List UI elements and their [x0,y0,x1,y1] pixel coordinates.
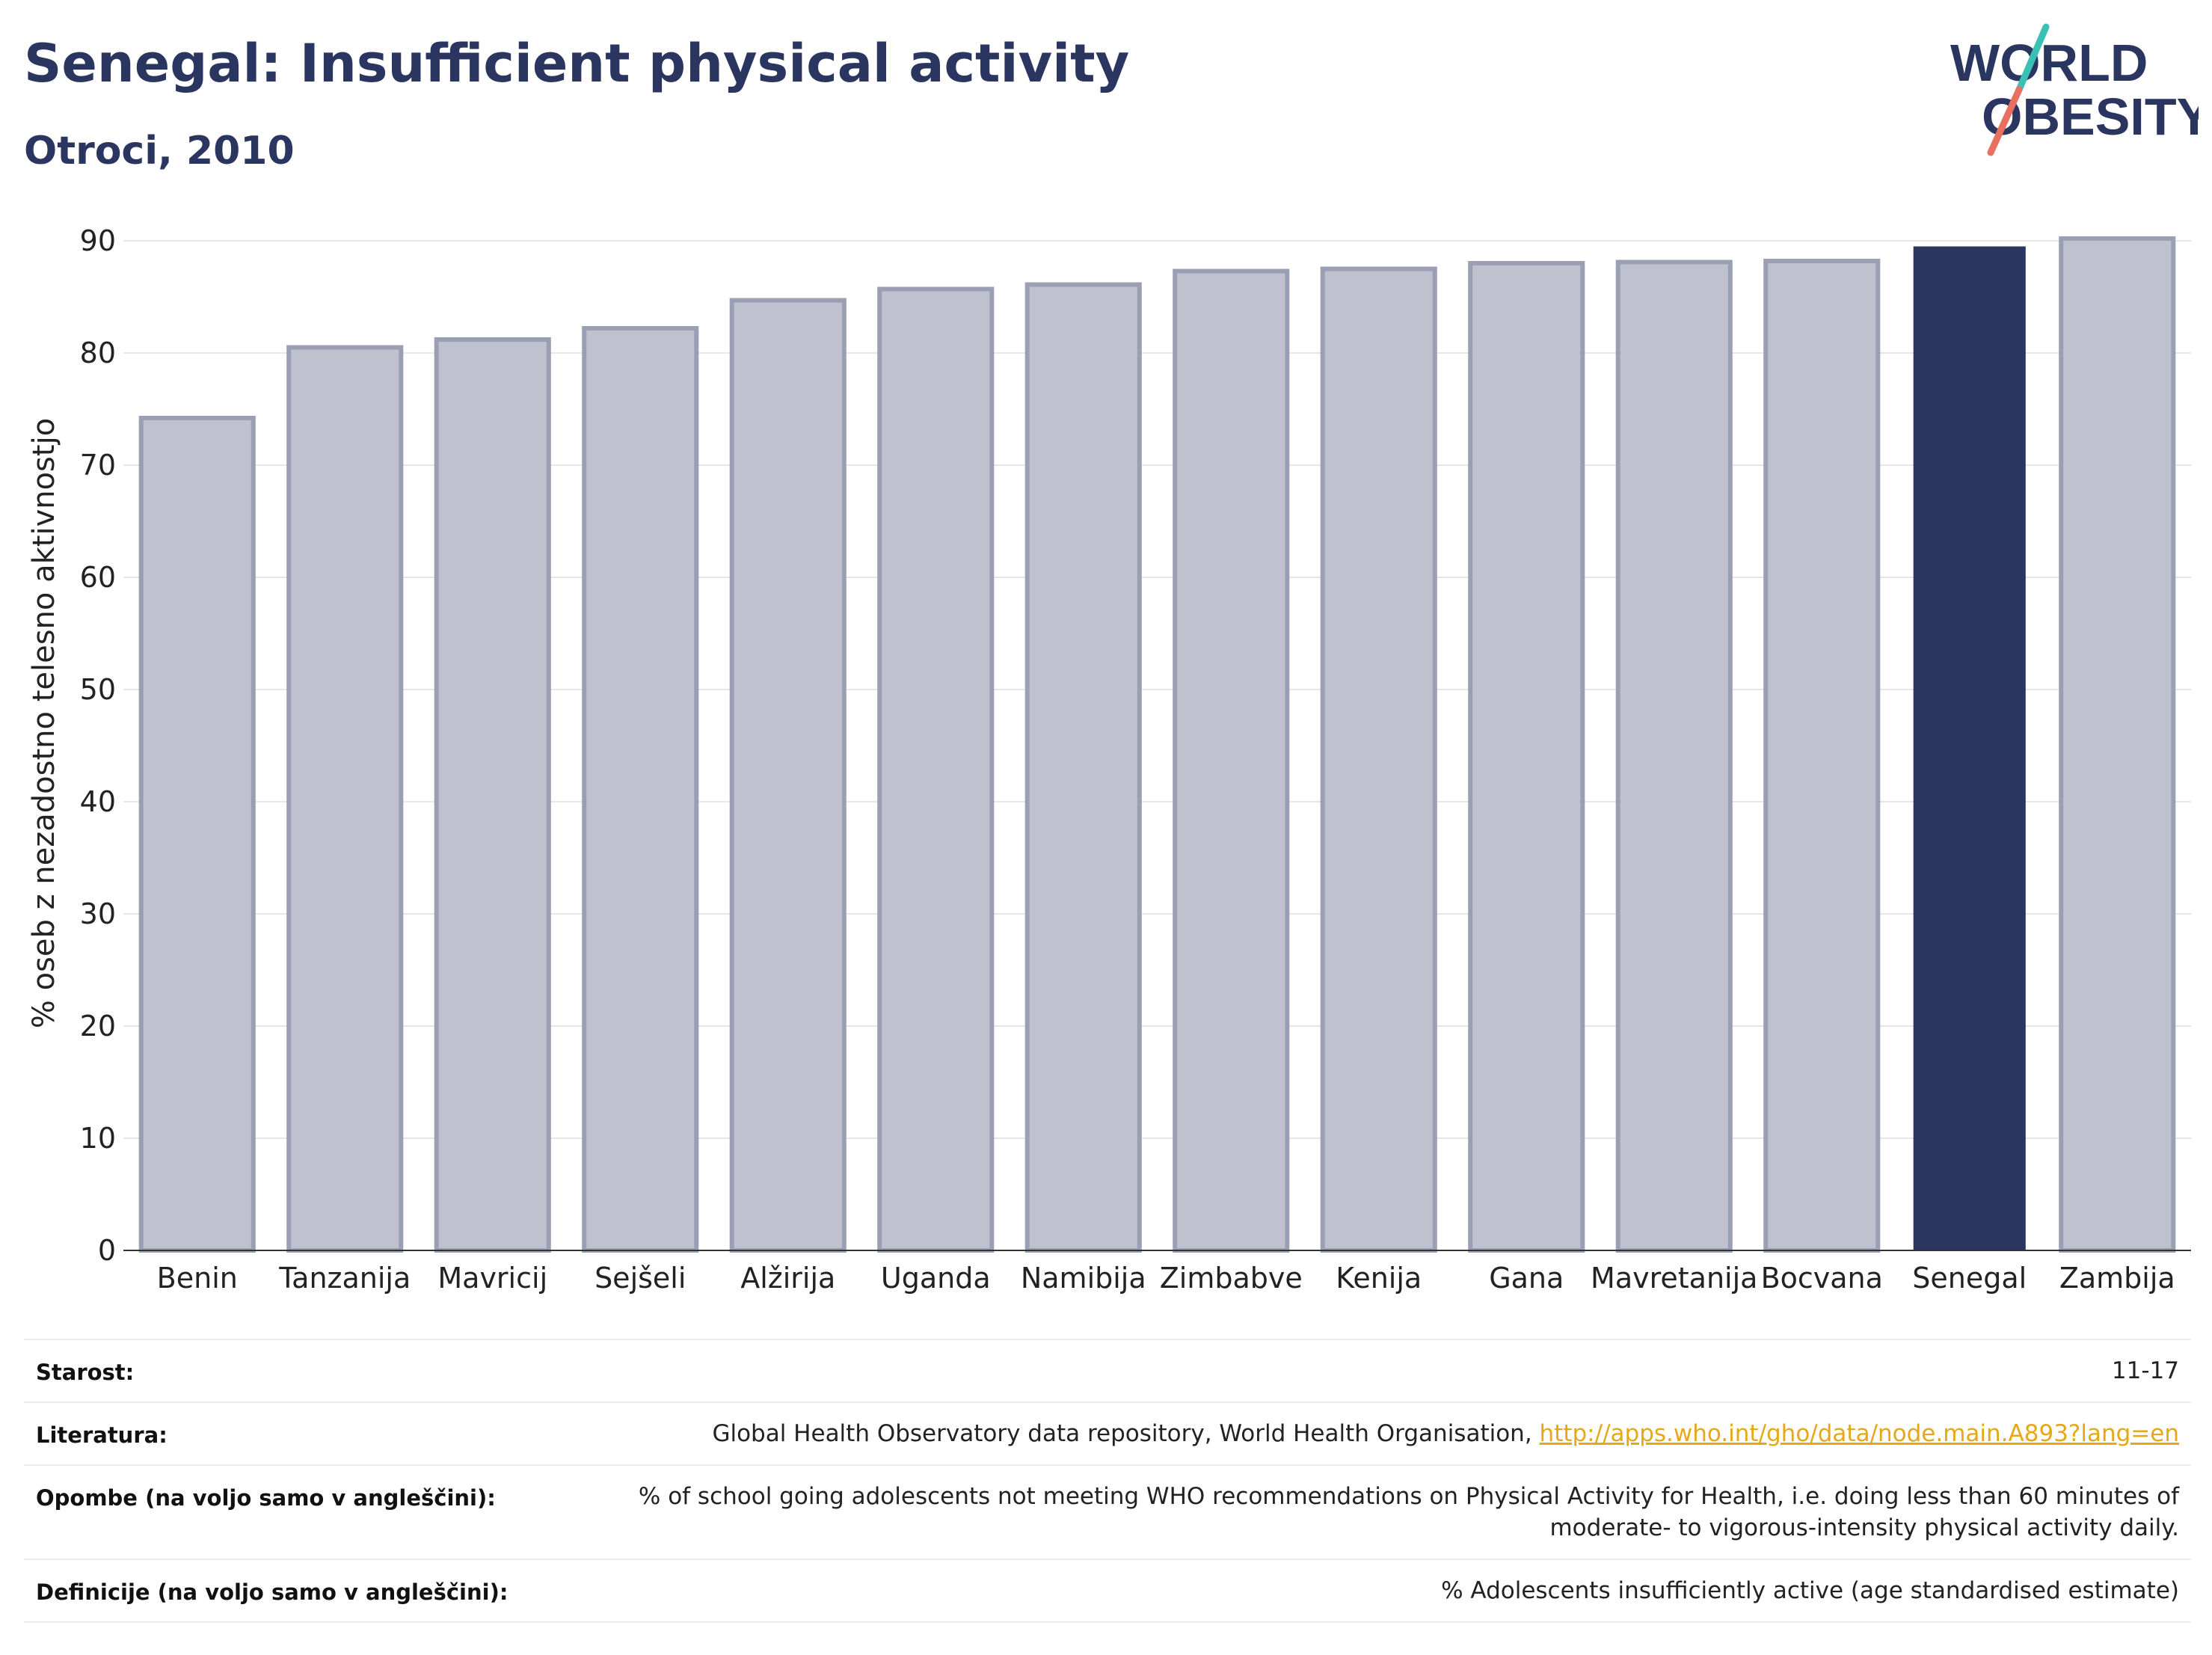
page-title: Senegal: Insufficient physical activity [24,33,1130,94]
info-value-notes: % of school going adolescents not meetin… [639,1481,2179,1544]
x-tick-label: Zimbabve [1160,1262,1303,1295]
page-subtitle: Otroci, 2010 [24,129,295,174]
info-table: Starost: 11-17 Literatura: Global Health… [24,1339,2191,1623]
y-tick-label: 70 [80,449,116,482]
y-tick-label: 60 [80,561,116,594]
y-tick-label: 50 [80,673,116,706]
world-obesity-logo: WORLD OBESITY [1950,23,2199,156]
info-label-definitions: Definicije (na voljo samo v angleščini): [36,1579,509,1605]
bar-namibija [1024,282,1142,1253]
x-tick-label: Sejšeli [595,1262,686,1295]
y-tick-label: 90 [80,224,116,257]
info-row-age: Starost: 11-17 [24,1339,2191,1401]
source-link[interactable]: http://apps.who.int/gho/data/node.main.A… [1539,1420,2179,1447]
grid-lines [123,240,2191,1251]
bar-uganda [877,286,995,1253]
notes-line-1: % of school going adolescents not meetin… [638,1483,2179,1510]
x-tick-label: Kenija [1336,1262,1422,1295]
x-tick-labels: Benin Tanzanija Mavricij Sejšeli Alžirija Uga… [157,1262,2175,1295]
info-label-notes: Opombe (na voljo samo v angleščini): [36,1485,496,1511]
logo-slash-bottom [1987,86,2023,156]
info-row-definitions: Definicije (na voljo samo v angleščini):… [24,1559,2191,1623]
bar-benin [138,416,256,1253]
bar-mavricij [434,337,551,1253]
bar-alžirija [729,298,847,1253]
x-tick-label: Zambija [2059,1262,2175,1295]
x-tick-label: Alžirija [740,1262,835,1295]
x-tick-label: Gana [1489,1262,1564,1295]
bar-chart: 0 10 20 30 40 50 60 70 80 90 Benin Tanzanija Mavric… [27,224,2191,1295]
logo-slash-top [2015,23,2050,93]
x-tick-label: Mavretanija [1591,1262,1757,1295]
bar-tanzanija [286,345,404,1253]
y-tick-labels: 0 10 20 30 40 50 60 70 80 90 [80,224,116,1267]
y-axis-label: % oseb z nezadostno telesno aktivnostjo [27,418,61,1028]
notes-line-2: moderate- to vigorous-intensity physical… [1549,1514,2179,1541]
x-tick-label: Benin [157,1262,238,1295]
y-tick-label: 10 [80,1122,116,1155]
literature-text: Global Health Observatory data repositor… [712,1420,1540,1447]
bar-gana [1468,261,1585,1253]
bar-zambija [2059,236,2176,1253]
bars [138,236,2176,1253]
bar-senegal [1913,246,2026,1250]
y-tick-label: 80 [80,337,116,369]
bar-zimbabve [1173,268,1290,1253]
y-tick-label: 30 [80,897,116,930]
x-tick-label: Namibija [1021,1262,1146,1295]
y-tick-label: 0 [98,1234,116,1267]
bar-bocvana [1763,259,1881,1253]
x-tick-label: Uganda [881,1262,991,1295]
x-tick-label: Bocvana [1761,1262,1883,1295]
info-row-literature: Literatura: Global Health Observatory da… [24,1401,2191,1464]
info-row-notes: Opombe (na voljo samo v angleščini): % o… [24,1464,2191,1559]
info-label-literature: Literatura: [36,1422,168,1448]
x-tick-label: Senegal [1912,1262,2027,1295]
x-tick-label: Mavricij [437,1262,547,1295]
bar-sejšeli [582,326,699,1253]
info-value-age: 11-17 [2111,1357,2179,1384]
info-label-age: Starost: [36,1360,135,1385]
info-value-literature: Global Health Observatory data repositor… [712,1418,2179,1449]
logo-line1: WORLD [1950,34,2148,92]
info-value-definitions: % Adolescents insufficiently active (age… [1441,1577,2179,1604]
bar-kenija [1320,266,1437,1253]
x-tick-label: Tanzanija [278,1262,411,1295]
bar-mavretanija [1615,260,1733,1253]
y-tick-label: 20 [80,1010,116,1043]
y-tick-label: 40 [80,785,116,818]
